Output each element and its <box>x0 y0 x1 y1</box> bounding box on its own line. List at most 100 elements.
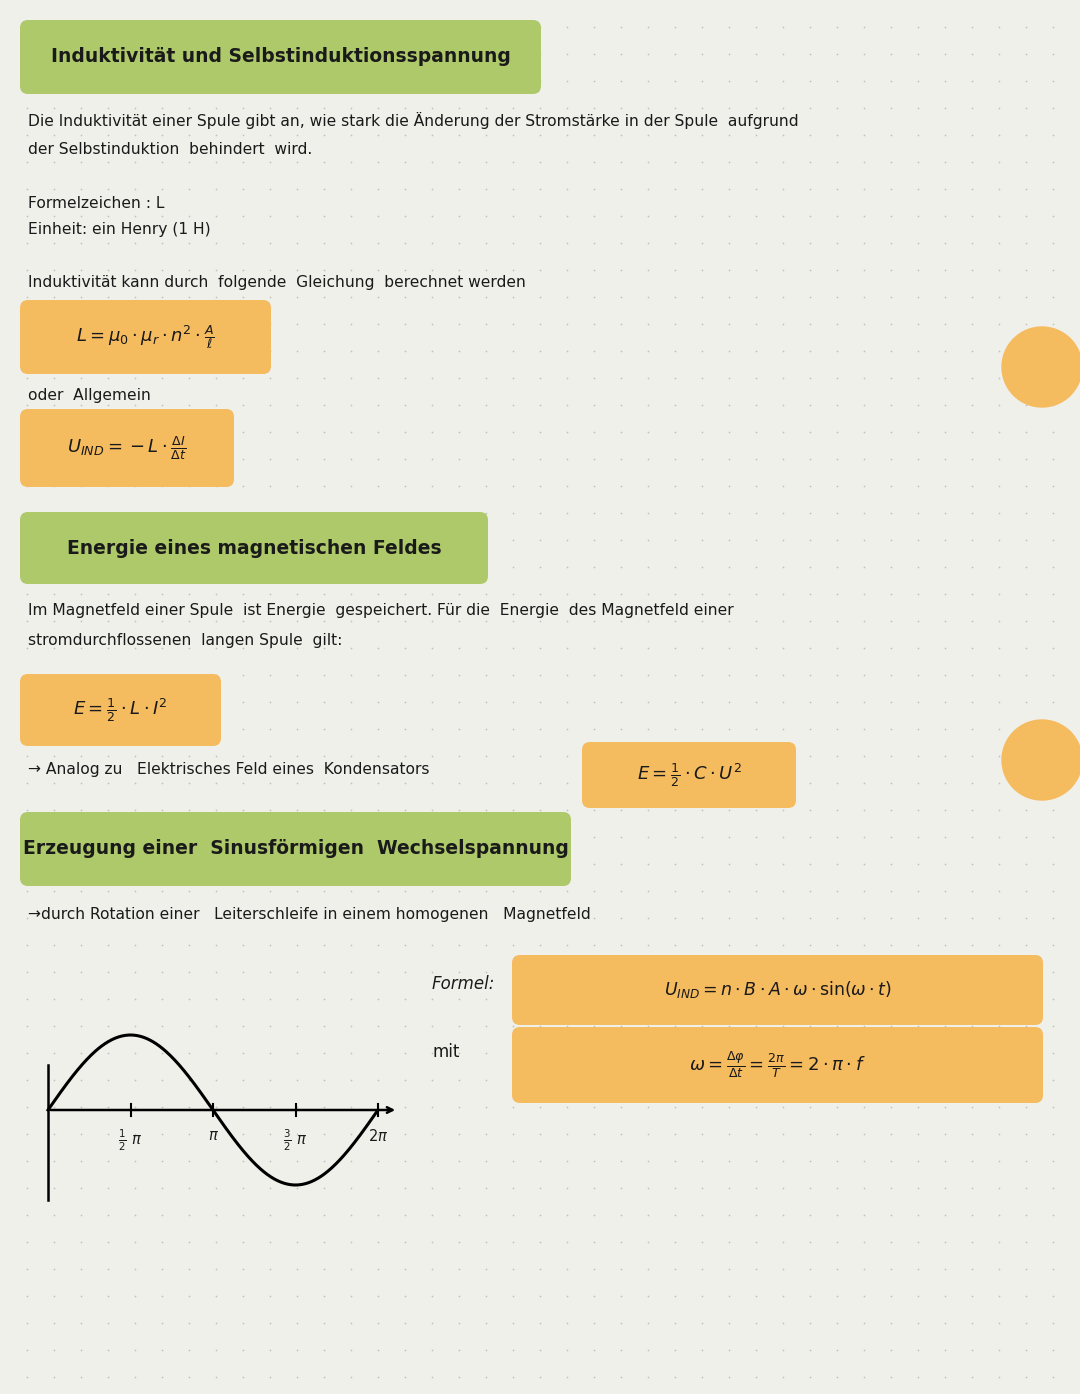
Point <box>882 960 900 983</box>
Point <box>153 96 171 118</box>
Point <box>72 718 90 740</box>
Point <box>936 43 954 66</box>
Point <box>207 880 225 902</box>
Point <box>774 205 792 227</box>
Point <box>693 1231 711 1253</box>
Point <box>99 421 117 443</box>
Point <box>963 1285 981 1308</box>
Point <box>963 853 981 875</box>
Point <box>315 1366 333 1388</box>
Point <box>261 664 279 686</box>
Point <box>828 286 846 308</box>
Point <box>261 637 279 659</box>
Point <box>234 664 252 686</box>
Point <box>855 151 873 173</box>
Point <box>207 70 225 92</box>
Point <box>315 1257 333 1280</box>
Point <box>45 637 63 659</box>
Point <box>72 205 90 227</box>
Point <box>369 178 387 201</box>
Point <box>639 934 657 956</box>
Point <box>180 421 198 443</box>
Point <box>288 15 306 38</box>
Point <box>153 1257 171 1280</box>
Point <box>639 340 657 362</box>
Point <box>693 1338 711 1361</box>
Point <box>801 988 819 1011</box>
Point <box>747 934 765 956</box>
Point <box>558 1231 576 1253</box>
Point <box>99 528 117 551</box>
Point <box>234 1177 252 1199</box>
Point <box>342 151 360 173</box>
Point <box>207 1366 225 1388</box>
Point <box>72 367 90 389</box>
Point <box>72 934 90 956</box>
Point <box>477 1122 495 1144</box>
Point <box>234 960 252 983</box>
Point <box>720 1231 738 1253</box>
Point <box>990 1150 1008 1172</box>
Point <box>423 1338 441 1361</box>
Point <box>666 124 684 146</box>
Point <box>828 1015 846 1037</box>
Point <box>963 960 981 983</box>
Point <box>531 1150 549 1172</box>
Point <box>315 259 333 282</box>
Point <box>477 1015 495 1037</box>
Point <box>828 231 846 254</box>
Point <box>963 583 981 605</box>
Point <box>45 43 63 66</box>
Point <box>720 960 738 983</box>
Point <box>666 395 684 417</box>
Point <box>1017 1069 1035 1092</box>
Point <box>234 556 252 579</box>
Point <box>585 1069 603 1092</box>
Point <box>369 664 387 686</box>
Point <box>450 15 468 38</box>
Point <box>342 395 360 417</box>
Point <box>396 312 414 335</box>
Point <box>72 1069 90 1092</box>
Point <box>396 1285 414 1308</box>
Point <box>936 124 954 146</box>
Point <box>1017 1257 1035 1280</box>
Point <box>639 1312 657 1334</box>
Point <box>774 96 792 118</box>
Point <box>126 528 144 551</box>
Point <box>45 1312 63 1334</box>
Point <box>909 934 927 956</box>
Point <box>504 1338 522 1361</box>
Point <box>990 475 1008 498</box>
Point <box>558 395 576 417</box>
Point <box>585 556 603 579</box>
Point <box>612 1312 630 1334</box>
Point <box>369 367 387 389</box>
Point <box>639 907 657 930</box>
Point <box>315 231 333 254</box>
Point <box>342 178 360 201</box>
Point <box>288 691 306 714</box>
Point <box>693 1285 711 1308</box>
Point <box>531 1096 549 1118</box>
Point <box>504 1041 522 1064</box>
Point <box>693 178 711 201</box>
Point <box>801 799 819 821</box>
FancyBboxPatch shape <box>582 742 796 809</box>
Point <box>396 772 414 795</box>
Point <box>261 880 279 902</box>
Point <box>720 528 738 551</box>
Point <box>180 43 198 66</box>
Point <box>423 853 441 875</box>
Point <box>801 96 819 118</box>
Point <box>882 1177 900 1199</box>
Point <box>909 231 927 254</box>
Point <box>504 70 522 92</box>
Point <box>612 96 630 118</box>
Point <box>612 691 630 714</box>
Point <box>72 15 90 38</box>
Point <box>18 960 36 983</box>
Point <box>828 15 846 38</box>
Point <box>1017 528 1035 551</box>
Point <box>369 691 387 714</box>
